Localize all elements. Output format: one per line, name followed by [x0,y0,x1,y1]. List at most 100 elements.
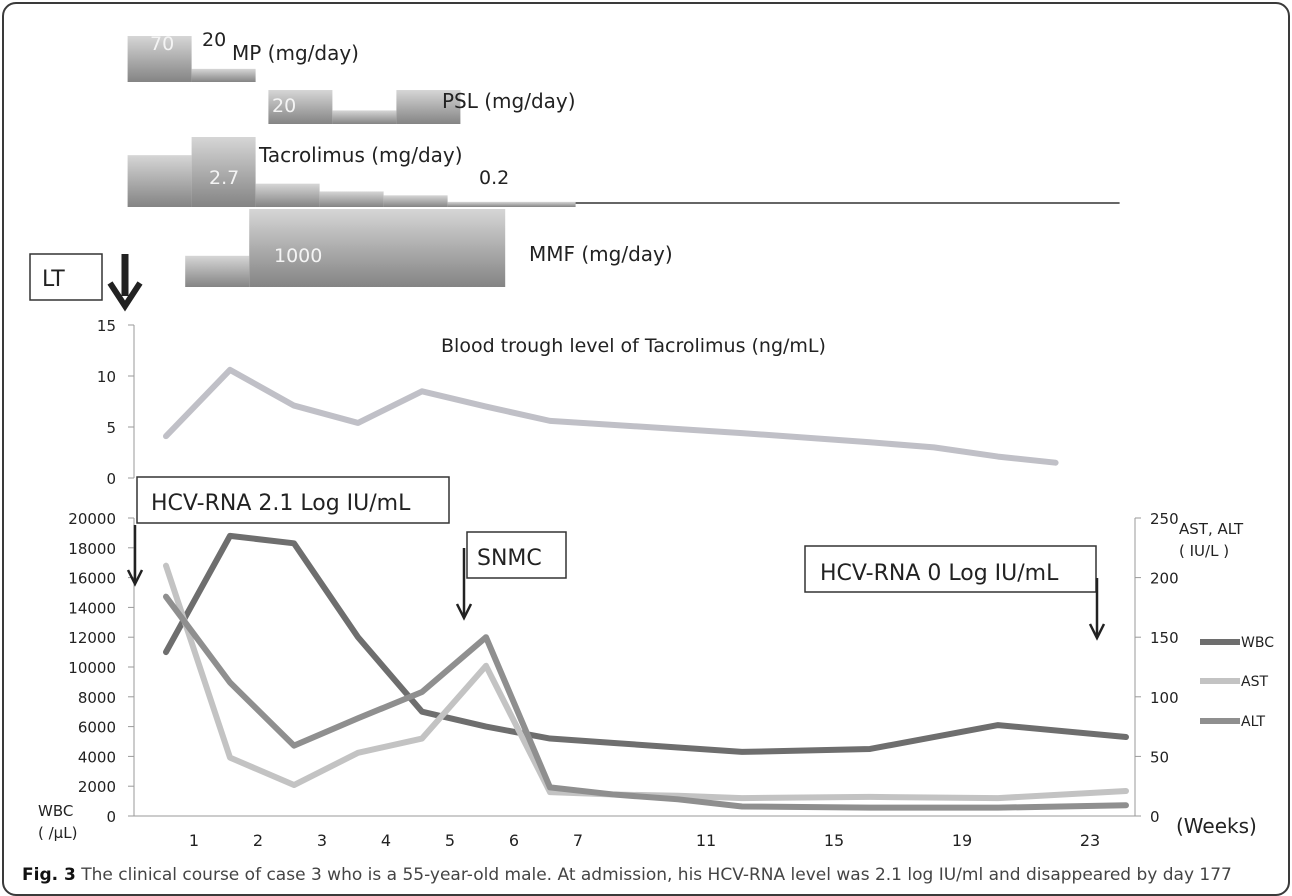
drug-name-label: MP (mg/day) [232,41,359,65]
drug-block [447,201,576,207]
drug-block [319,191,384,207]
x-tick-label: 3 [317,831,327,850]
tacrolimus-chart-title: Blood trough level of Tacrolimus (ng/mL) [441,335,826,357]
tacrolimus-trough-point [485,406,487,408]
ast-alt-y-tick-label: 250 [1150,510,1179,528]
drug-name-label: PSL (mg/day) [442,89,576,113]
series-point-wbc [997,724,999,726]
series-point-wbc [421,711,423,713]
wbc-y-tick-label: 8000 [78,689,116,707]
series-point-wbc [229,535,231,537]
drug-block [191,68,256,82]
x-tick-label: 15 [824,831,844,850]
legend-label-ast: AST [1241,674,1268,690]
tacrolimus-trough-point [741,432,743,434]
series-point-alt [229,681,231,683]
tacrolimus-y-tick-label: 0 [106,470,116,488]
series-point-alt [421,691,423,693]
series-point-ast [485,665,487,667]
series-point-wbc [485,726,487,728]
tacrolimus-trough-point [421,390,423,392]
ast-alt-axis-label-line1: AST, ALT [1179,520,1244,538]
wbc-axis-label-line1: WBC [38,802,73,820]
series-point-alt [485,636,487,638]
drug-block [332,110,397,124]
wbc-y-tick-label: 10000 [68,659,116,677]
drug-dose-label: 70 [150,33,174,55]
wbc-y-tick-label: 18000 [68,540,116,558]
tacrolimus-trough-point [1055,462,1057,464]
drug-dose-label: 1000 [274,245,322,267]
drug-block [185,255,250,287]
series-point-ast [869,796,871,798]
x-tick-label: 23 [1080,831,1100,850]
annotation-text: HCV-RNA 2.1 Log IU/mL [151,491,411,516]
drug-block [191,137,256,207]
series-point-alt [997,807,999,809]
series-point-alt [293,745,295,747]
series-point-wbc [869,748,871,750]
drug-block [383,195,448,207]
series-line-ast [163,562,1129,802]
x-tick-label: 19 [952,831,972,850]
x-tick-label: 11 [696,831,716,850]
annotation-box [804,545,1097,593]
series-point-wbc [1125,736,1127,738]
series-point-ast [293,784,295,786]
series-point-ast [1125,790,1127,792]
annotation-box [466,531,567,579]
wbc-y-tick-label: 14000 [68,599,116,617]
wbc-y-tick-label: 0 [106,808,116,826]
drug-name-label: Tacrolimus (mg/day) [258,143,463,167]
ast-alt-y-tick-label: 150 [1150,629,1179,647]
caption-text: The clinical course of case 3 who is a 5… [75,865,1232,885]
tacrolimus-y-tick-label: 10 [97,368,116,386]
series-point-wbc [357,636,359,638]
legend-label-wbc: WBC [1241,635,1274,651]
drug-dose-label: 2.7 [209,167,239,189]
x-tick-label: 1 [189,831,199,850]
tacrolimus-trough-point [165,435,167,437]
tacrolimus-trough-line [163,366,1059,466]
caption-figure-number: Fig. 3 [22,865,76,885]
wbc-y-tick-label: 4000 [78,748,116,766]
tacrolimus-trough-point [997,456,999,458]
drug-block [249,209,506,287]
annotation-box [136,476,450,524]
drug-dose-label: 20 [202,29,226,51]
wbc-axis-label-line2: ( /µL) [38,824,77,842]
series-point-alt [357,717,359,719]
tacrolimus-trough-point [293,405,295,407]
annotation-text: HCV-RNA 0 Log IU/mL [820,561,1059,586]
drug-block [127,36,192,82]
series-point-alt [741,805,743,807]
lt-label: LT [42,267,65,292]
series-point-wbc [677,746,679,748]
series-point-alt [1125,804,1127,806]
drug-dose-label: 20 [272,95,296,117]
wbc-y-tick-label: 20000 [68,510,116,528]
series-point-alt [549,786,551,788]
series-point-ast [549,791,551,793]
legend-label-alt: ALT [1241,714,1265,730]
ast-alt-y-tick-label: 50 [1150,748,1169,766]
annotation-arrow-head [126,569,144,587]
series-point-alt [613,794,615,796]
drug-block [396,90,461,124]
series-point-alt [869,807,871,809]
series-point-ast [741,797,743,799]
tacrolimus-trough-point [933,446,935,448]
tacrolimus-y-tick-label: 5 [106,419,116,437]
wbc-y-tick-label: 2000 [78,778,116,796]
x-tick-label: 2 [253,831,263,850]
series-point-ast [997,797,999,799]
tacrolimus-y-tick-label: 15 [97,317,116,335]
annotation-arrow-head [1088,623,1106,641]
drug-name-label: MMF (mg/day) [529,242,673,266]
tacrolimus-trough-point [229,369,231,371]
series-point-ast [421,738,423,740]
ast-alt-axis-label-line2: ( IU/L ) [1179,542,1229,560]
series-point-ast [229,757,231,759]
